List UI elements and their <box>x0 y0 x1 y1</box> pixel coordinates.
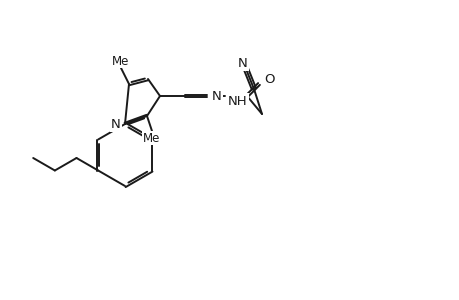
Text: Me: Me <box>112 55 129 68</box>
Text: N: N <box>212 89 221 103</box>
Text: NH: NH <box>228 94 247 107</box>
Text: N: N <box>111 118 121 130</box>
Text: O: O <box>263 73 274 85</box>
Text: N: N <box>238 56 247 70</box>
Text: Me: Me <box>143 131 160 145</box>
